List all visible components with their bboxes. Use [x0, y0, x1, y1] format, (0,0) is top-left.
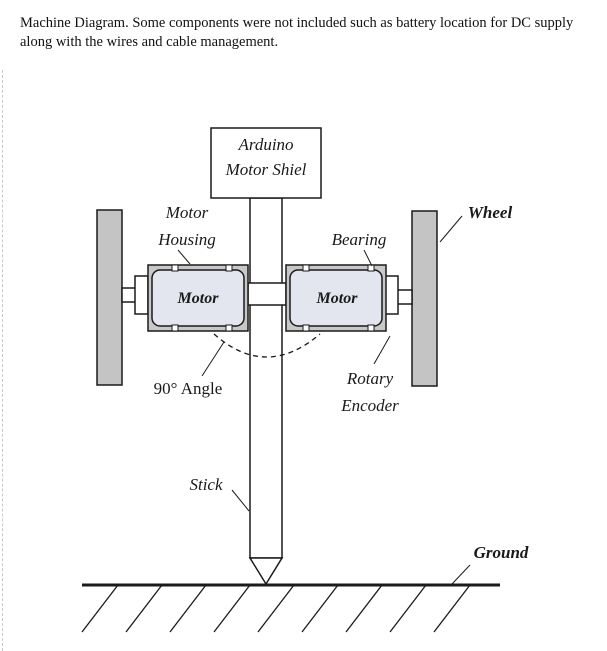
stick-leader — [231, 489, 250, 512]
center-axle — [247, 282, 287, 306]
stick-label: Stick — [189, 475, 222, 494]
left-motor-body — [151, 269, 245, 327]
right-motor: Motor — [285, 264, 387, 332]
ground-label: Ground — [474, 543, 529, 562]
left-motor: Motor — [147, 264, 249, 332]
motor-housing-label-line2: Housing — [157, 230, 216, 249]
left-motor-label: Motor — [177, 290, 220, 307]
right-wheel-assembly — [384, 210, 438, 387]
left-wheel — [96, 209, 123, 386]
arduino-label-line2: Motor Shiel — [225, 160, 307, 179]
rotary-encoder-label-line2: Encoder — [340, 396, 399, 415]
page-margin-rule — [2, 70, 3, 651]
angle-label: 90° Angle — [154, 379, 223, 398]
wheel-leader — [439, 215, 463, 243]
left-bearing-top-2 — [225, 264, 233, 272]
motor-housing-label-line1: Motor — [165, 203, 209, 222]
angle-leader — [201, 341, 225, 377]
left-encoder — [134, 275, 149, 315]
ground-hatching — [81, 584, 471, 633]
arduino-box — [210, 127, 322, 199]
right-bearing-top-1 — [302, 264, 310, 272]
rotary-encoder-leader — [373, 335, 391, 365]
arduino-motor-shield: Arduino Motor Shiel — [210, 127, 322, 199]
right-wheel — [411, 210, 438, 387]
left-bearing-top-1 — [171, 264, 179, 272]
stick-tip — [248, 557, 284, 586]
rotary-encoder-label-line1: Rotary — [346, 369, 394, 388]
diagram-caption: Machine Diagram. Some components were no… — [20, 15, 574, 50]
left-bearing-bottom-2 — [225, 324, 233, 332]
right-encoder — [384, 275, 399, 315]
bearing-label: Bearing — [332, 230, 387, 249]
right-motor-body — [289, 269, 383, 327]
right-bearing-top-2 — [367, 264, 375, 272]
leader-lines — [177, 215, 471, 585]
right-motor-label: Motor — [316, 290, 359, 307]
left-bearing-bottom-1 — [171, 324, 179, 332]
motor-housing-leader — [177, 249, 191, 265]
right-bearing-bottom-1 — [302, 324, 310, 332]
ground — [81, 583, 500, 633]
arduino-label-line1: Arduino — [237, 135, 293, 154]
wheel-label: Wheel — [468, 203, 513, 222]
left-wheel-assembly — [96, 209, 150, 386]
stick-shaft — [249, 197, 283, 559]
angle-arc — [213, 333, 321, 358]
stick — [248, 197, 284, 586]
right-bearing-bottom-2 — [367, 324, 375, 332]
ground-leader — [451, 564, 471, 585]
bearing-leader — [363, 249, 373, 267]
